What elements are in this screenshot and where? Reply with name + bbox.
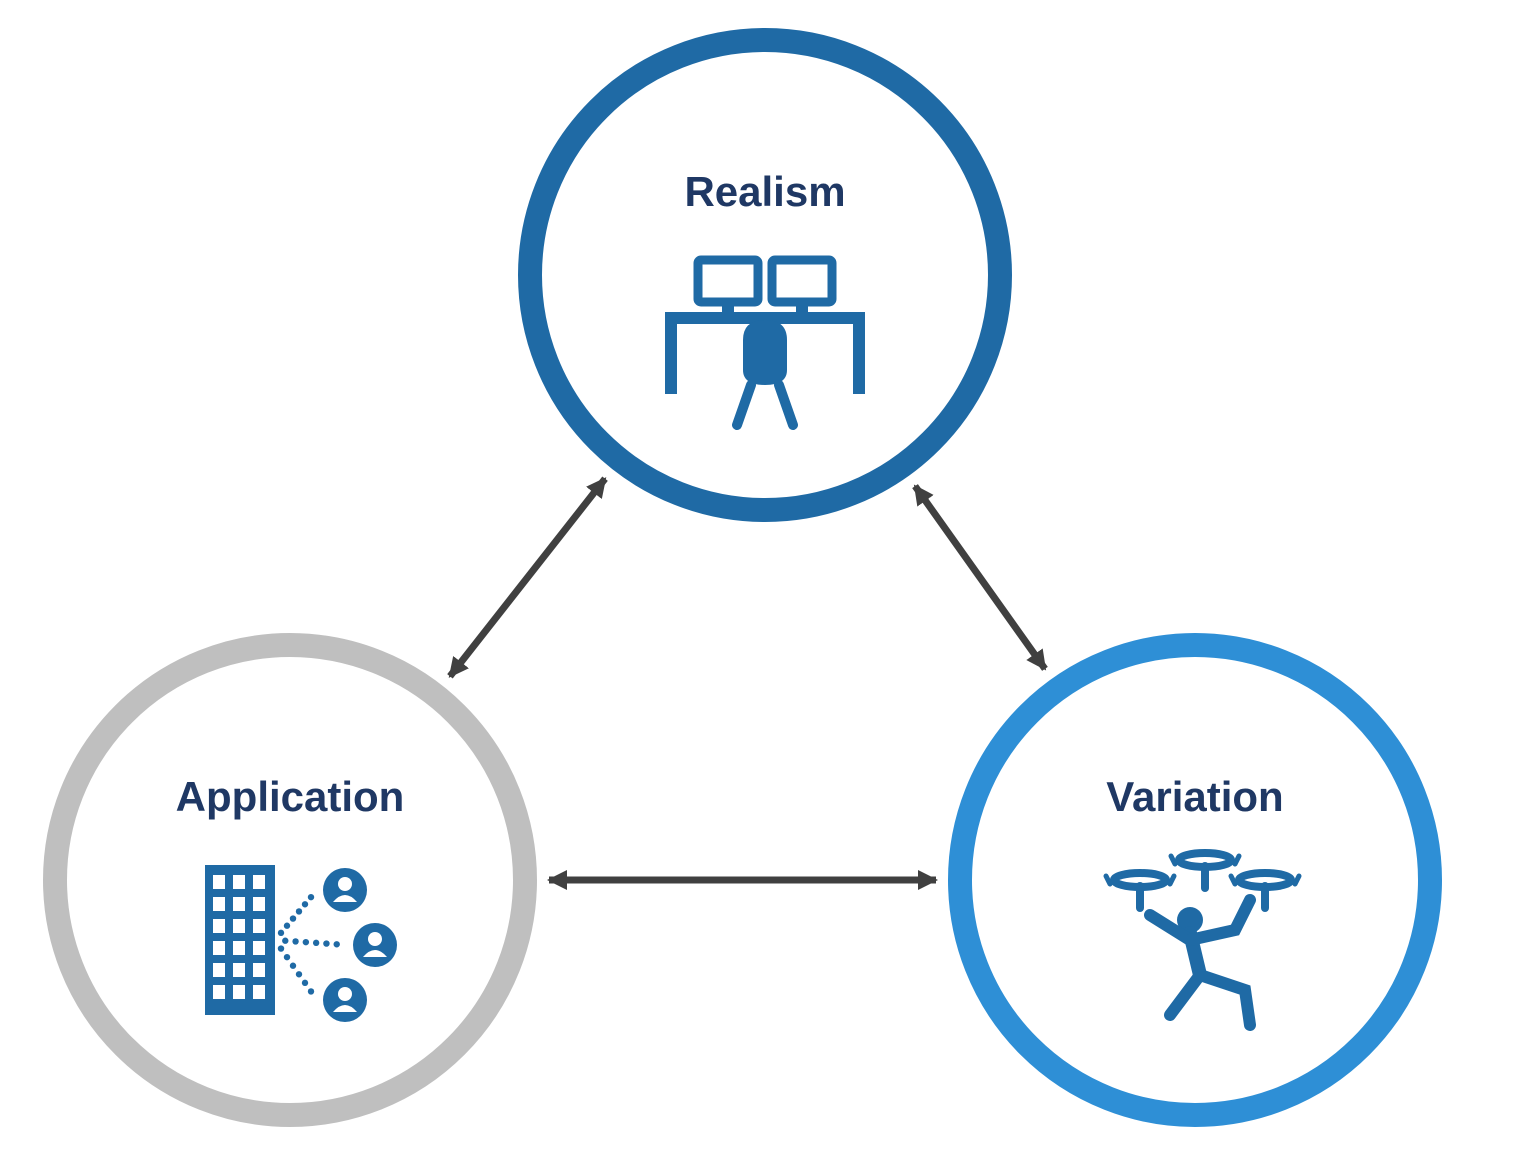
node-variation: Variation — [960, 645, 1430, 1115]
node-realism: Realism — [530, 40, 1000, 510]
node-ring-variation — [960, 645, 1430, 1115]
edge-realism-application — [450, 479, 605, 677]
node-application: Application — [55, 645, 525, 1115]
node-label-realism: Realism — [684, 168, 845, 215]
node-label-application: Application — [176, 773, 405, 820]
edge-realism-variation — [915, 486, 1045, 669]
node-ring-realism — [530, 40, 1000, 510]
diagram-canvas: Realism Variation Application — [0, 0, 1530, 1175]
node-ring-application — [55, 645, 525, 1115]
node-label-variation: Variation — [1106, 773, 1283, 820]
